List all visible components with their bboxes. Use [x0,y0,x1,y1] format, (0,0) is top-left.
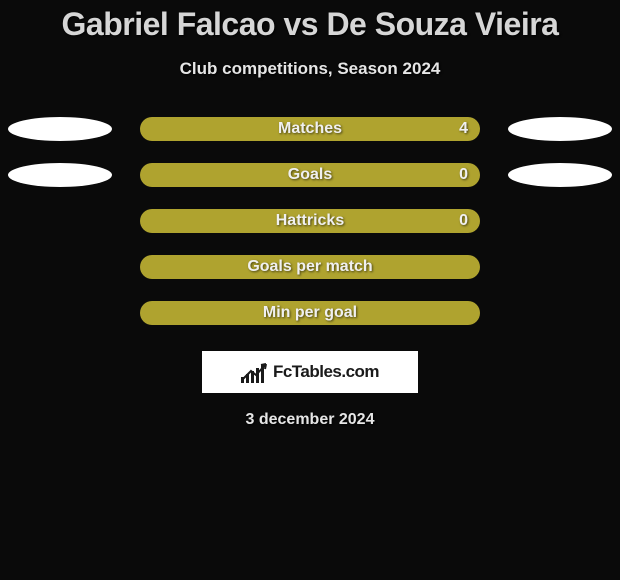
stat-row: Goals per match [0,255,620,279]
comparison-card: Gabriel Falcao vs De Souza Vieira Club c… [0,0,620,580]
stat-row: Goals 0 [0,163,620,187]
stat-row: Min per goal [0,301,620,325]
logo-chart-icon [241,361,269,383]
stat-bar: Goals 0 [140,163,480,187]
logo-box: FcTables.com [202,351,418,393]
stat-label: Goals [288,166,332,184]
stat-bar: Hattricks 0 [140,209,480,233]
stat-value: 0 [459,166,468,184]
stat-rows: Matches 4 Goals 0 Hattricks [0,117,620,325]
stat-label: Hattricks [276,212,344,230]
stat-row: Hattricks 0 [0,209,620,233]
left-marker [8,163,112,187]
stat-value: 4 [459,120,468,138]
stat-row: Matches 4 [0,117,620,141]
stat-bar: Goals per match [140,255,480,279]
page-subtitle: Club competitions, Season 2024 [0,59,620,79]
right-marker [508,117,612,141]
stat-bar: Matches 4 [140,117,480,141]
stat-label: Matches [278,120,342,138]
logo-text: FcTables.com [273,362,379,382]
stat-label: Min per goal [263,304,357,322]
right-marker [508,163,612,187]
stat-bar: Min per goal [140,301,480,325]
left-marker [8,117,112,141]
stat-label: Goals per match [247,258,372,276]
date-label: 3 december 2024 [0,411,620,429]
stat-value: 0 [459,212,468,230]
page-title: Gabriel Falcao vs De Souza Vieira [0,6,620,43]
